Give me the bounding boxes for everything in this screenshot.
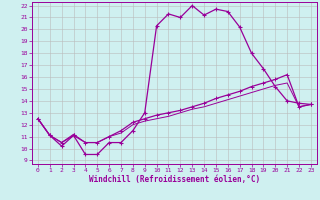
X-axis label: Windchill (Refroidissement éolien,°C): Windchill (Refroidissement éolien,°C) <box>89 175 260 184</box>
